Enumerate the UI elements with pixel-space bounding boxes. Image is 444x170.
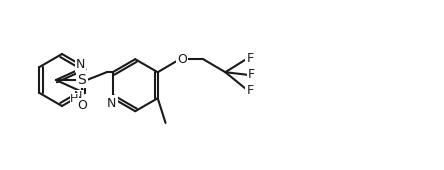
Text: F: F [246,52,254,65]
Text: N: N [107,97,116,110]
Text: N: N [76,57,85,71]
Text: F: F [246,84,254,97]
Text: N: N [74,91,83,101]
Text: F: F [248,68,255,81]
Text: S: S [78,73,86,87]
Text: H: H [70,94,79,104]
Text: O: O [177,53,187,66]
Text: O: O [77,99,87,112]
